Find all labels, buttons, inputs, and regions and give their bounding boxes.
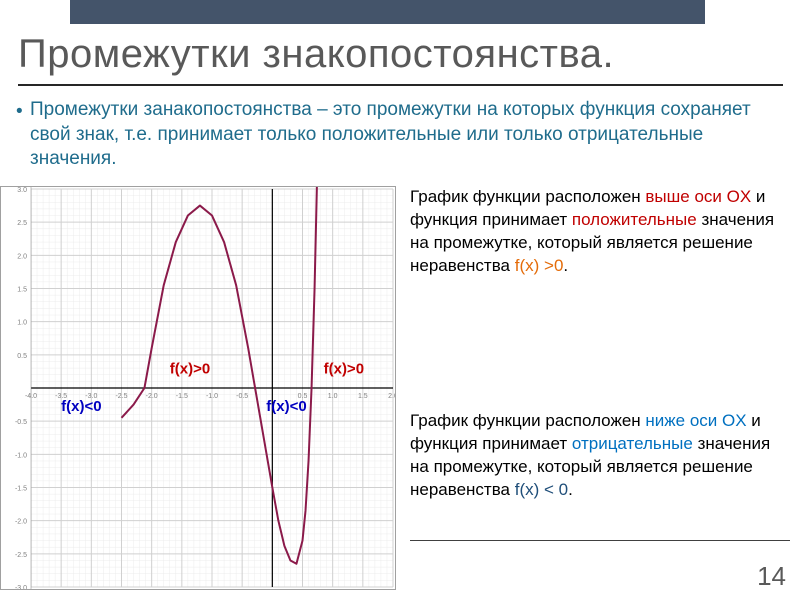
svg-text:2.0: 2.0 [388, 393, 395, 400]
svg-text:-0.5: -0.5 [15, 419, 27, 426]
p2-blue-2: отрицательные [572, 434, 698, 453]
p1-red-1: выше оси OX [645, 187, 751, 206]
top-accent-bar [70, 0, 705, 24]
svg-text:f(x)>0: f(x)>0 [324, 360, 364, 377]
paragraph-below-axis: График функции расположен ниже оси OX и … [410, 410, 792, 502]
p2-text-4: . [568, 480, 573, 499]
svg-text:-2.5: -2.5 [115, 393, 127, 400]
svg-text:-2.0: -2.0 [146, 393, 158, 400]
p1-text-1: График функции расположен [410, 187, 645, 206]
bullet-paragraph: Промежутки занакопостоянства – это проме… [30, 98, 780, 172]
svg-text:1.5: 1.5 [358, 393, 368, 400]
svg-text:f(x)<0: f(x)<0 [61, 398, 101, 415]
svg-text:2.5: 2.5 [17, 220, 27, 227]
paragraph-above-axis: График функции расположен выше оси OX и … [410, 186, 790, 278]
svg-text:-1.0: -1.0 [15, 452, 27, 459]
p2-blue-1: ниже оси OX [645, 411, 746, 430]
chart-svg: -4.0-3.5-3.0-2.5-2.0-1.5-1.0-0.50.51.01.… [1, 187, 395, 589]
title-underline [18, 84, 783, 86]
svg-text:-0.5: -0.5 [236, 393, 248, 400]
page-title: Промежутки знакопостоянства. [18, 32, 614, 77]
svg-text:f(x)>0: f(x)>0 [170, 360, 210, 377]
svg-text:f(x)<0: f(x)<0 [266, 398, 306, 415]
svg-text:3.0: 3.0 [17, 187, 27, 194]
function-chart: -4.0-3.5-3.0-2.5-2.0-1.5-1.0-0.50.51.01.… [0, 186, 396, 590]
svg-text:1.5: 1.5 [17, 287, 27, 294]
page-number: 14 [757, 561, 786, 592]
svg-text:-3.0: -3.0 [15, 585, 27, 589]
svg-text:-1.0: -1.0 [206, 393, 218, 400]
svg-text:-2.0: -2.0 [15, 519, 27, 526]
p1-red-2: положительные [572, 210, 697, 229]
p1-orange: f(x) >0 [515, 256, 564, 275]
svg-text:1.0: 1.0 [17, 320, 27, 327]
p1-text-4: . [563, 256, 568, 275]
p2-text-1: График функции расположен [410, 411, 645, 430]
svg-text:1.0: 1.0 [328, 393, 338, 400]
svg-text:-2.5: -2.5 [15, 552, 27, 559]
svg-text:2.0: 2.0 [17, 253, 27, 260]
svg-text:0.5: 0.5 [17, 353, 27, 360]
separator-line [410, 540, 790, 541]
svg-text:-1.5: -1.5 [15, 486, 27, 493]
p2-darkblue: f(x) < 0 [515, 480, 568, 499]
svg-text:-4.0: -4.0 [25, 393, 37, 400]
svg-text:-1.5: -1.5 [176, 393, 188, 400]
